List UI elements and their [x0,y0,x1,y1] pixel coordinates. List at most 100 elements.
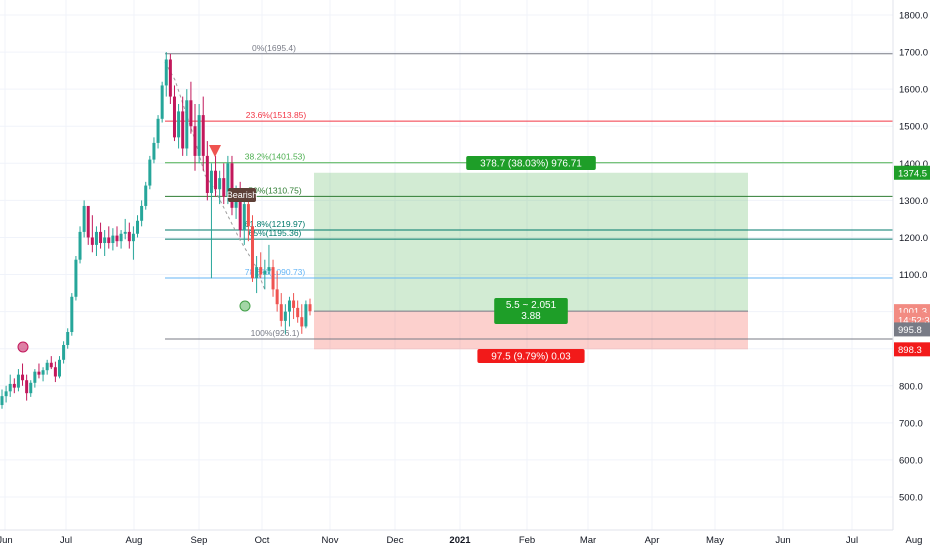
candle[interactable] [94,226,98,256]
candle[interactable] [263,259,267,290]
candle[interactable] [259,252,263,279]
candle[interactable] [172,85,176,142]
candle[interactable] [123,218,127,240]
candle[interactable] [127,222,131,249]
candle[interactable] [37,363,41,379]
candle[interactable] [160,81,164,123]
price-axis-tag [894,322,930,337]
fib-level-label: 78.6%(1090.73) [245,267,306,277]
candle-body [300,317,304,327]
candle-body [263,270,267,275]
price-tick-label: 1800.0 [899,11,928,22]
candle[interactable] [197,103,201,164]
candle[interactable] [29,380,33,397]
candle[interactable] [283,304,287,334]
candle[interactable] [74,256,78,301]
candle[interactable] [304,300,308,329]
candle[interactable] [300,304,304,334]
candle[interactable] [242,196,246,245]
price-axis-tag [894,165,930,180]
time-tick-label: Sep [191,535,208,546]
candle-body [197,115,201,156]
candle[interactable] [21,363,25,386]
candle[interactable] [201,96,205,171]
candle[interactable] [136,215,140,238]
candle[interactable] [107,226,111,249]
fib-level-label: 0%(1695.4) [252,43,296,53]
candle-body [123,231,127,234]
candle[interactable] [41,367,45,382]
candle[interactable] [0,389,4,409]
candle[interactable] [70,293,74,336]
candle[interactable] [209,163,213,279]
candle-body [201,115,205,156]
candle[interactable] [66,328,70,349]
candle[interactable] [218,170,222,205]
candle[interactable] [251,215,255,282]
candle[interactable] [222,163,226,205]
candle[interactable] [292,293,296,320]
candle[interactable] [164,52,168,97]
profit-zone[interactable] [314,172,748,312]
candle[interactable] [62,341,66,364]
candle[interactable] [12,378,16,394]
candle[interactable] [193,103,197,171]
candlestick-series[interactable] [0,52,312,409]
candle[interactable] [255,256,259,294]
fib-level-label: 50%(1310.75) [248,185,302,195]
candle-body [193,126,197,156]
candle[interactable] [4,385,8,403]
candle[interactable] [57,356,61,379]
price-axis[interactable]: 1800.0 1700.0 1600.0 1500.0 1400.0 1300.0 1200… [894,11,932,504]
candle[interactable] [49,356,53,370]
candle[interactable] [275,270,279,312]
candle[interactable] [185,89,189,156]
fib-level-label: 65%(1195.36) [249,228,302,238]
candle[interactable] [226,155,230,205]
candle[interactable] [115,226,119,247]
candle[interactable] [181,96,185,156]
price-tick-label: 1500.0 [899,122,928,133]
candle[interactable] [111,228,115,251]
candle[interactable] [53,361,57,383]
candle-body [259,267,263,275]
candle[interactable] [119,230,123,249]
candle-body [308,304,312,312]
time-axis[interactable]: Jun Jul Aug Sep Oct Nov Dec 2021 Feb Mar Apr May Jun… [0,535,922,546]
candle[interactable] [308,298,312,316]
candle[interactable] [152,137,156,164]
fib-level-label: 23.6%(1513.85) [246,110,307,120]
candle[interactable] [131,226,135,260]
candle[interactable] [279,293,283,327]
candle[interactable] [99,222,103,249]
candle[interactable] [287,296,291,327]
candle[interactable] [296,300,300,323]
candle[interactable] [25,374,29,401]
candle[interactable] [144,181,148,210]
candle[interactable] [45,359,49,375]
candle[interactable] [205,141,209,201]
bearish-label: Bearish [227,190,258,200]
candle[interactable] [267,244,271,275]
candle[interactable] [177,103,181,149]
candle[interactable] [168,53,172,104]
candle[interactable] [271,259,275,297]
candle[interactable] [214,155,218,197]
candle[interactable] [8,374,12,397]
candle[interactable] [189,81,193,134]
candle[interactable] [103,230,107,256]
candle[interactable] [90,215,94,253]
candle[interactable] [33,369,37,388]
candle[interactable] [140,200,144,227]
long-position-tool[interactable] [314,172,748,350]
candle[interactable] [230,155,234,216]
candle-body [230,163,234,208]
candle[interactable] [156,115,160,149]
candle[interactable] [16,369,20,392]
candle[interactable] [86,205,90,245]
candle[interactable] [148,155,152,190]
price-tick-label: 1200.0 [899,233,928,244]
candle[interactable] [82,200,86,238]
candle[interactable] [78,226,82,264]
